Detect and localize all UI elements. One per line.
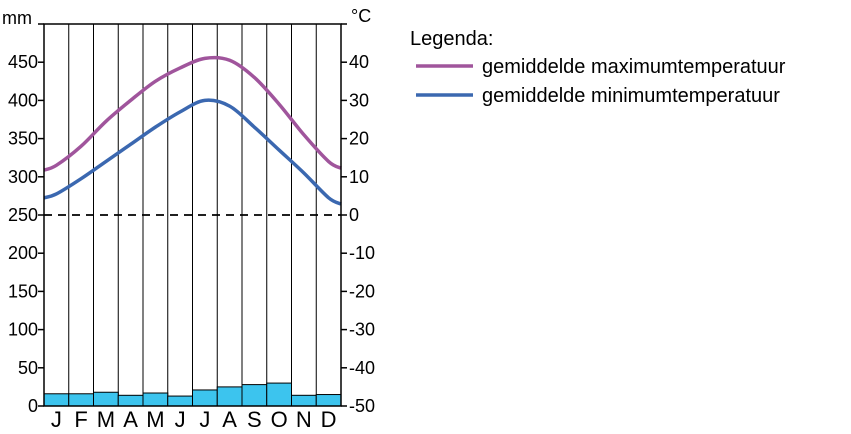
precipitation-bar	[192, 389, 218, 407]
month-label: M	[146, 407, 164, 432]
month-label: J	[199, 407, 210, 432]
series-line-maximum-temperature	[43, 55, 342, 172]
month-label: D	[321, 407, 337, 432]
precipitation-axis: 0 50 100 150 200 250 300 350 400 450	[8, 23, 44, 416]
precipitation-tick-label: 150	[8, 281, 38, 301]
precipitation-bar	[315, 394, 342, 407]
precipitation-axis-unit: mm	[2, 8, 32, 28]
month-label: O	[271, 407, 288, 432]
temperature-tick-label: -50	[349, 396, 375, 416]
temperature-tick-label: 0	[349, 205, 359, 225]
legend-label-maximum-temperature: gemiddelde maximumtemperatuur	[482, 56, 786, 78]
precipitation-bars	[43, 382, 342, 407]
month-label: S	[247, 407, 262, 432]
precipitation-tick-label: 400	[8, 90, 38, 110]
precipitation-tick-label: 50	[18, 358, 38, 378]
month-label: M	[97, 407, 115, 432]
precipitation-bar	[68, 393, 94, 407]
precipitation-bar	[93, 391, 119, 407]
month-label: A	[222, 407, 237, 432]
month-label: A	[123, 407, 138, 432]
temperature-tick-label: 40	[349, 52, 369, 72]
precipitation-bar	[117, 394, 144, 407]
precipitation-tick-label: 0	[28, 396, 38, 416]
temperature-tick-label: -10	[349, 243, 375, 263]
precipitation-bar	[291, 394, 317, 407]
precipitation-bar	[266, 382, 292, 407]
temperature-tick-label: -40	[349, 358, 375, 378]
precipitation-bar	[216, 386, 243, 407]
precipitation-bar	[167, 395, 193, 407]
precipitation-bar	[43, 393, 70, 407]
precipitation-tick-label: 450	[8, 52, 38, 72]
temperature-tick-label: 30	[349, 90, 369, 110]
precipitation-tick-label: 300	[8, 167, 38, 187]
temperature-tick-label: -30	[349, 320, 375, 340]
month-label: F	[74, 407, 87, 432]
month-label: N	[296, 407, 312, 432]
precipitation-bar	[142, 392, 169, 407]
temperature-tick-label: 20	[349, 129, 369, 149]
temperature-axis: -50 -40 -30 -20 -10 0 10 20 30 40	[341, 23, 375, 416]
legend: Legenda: gemiddelde maximumtemperatuur g…	[410, 28, 786, 107]
precipitation-bar	[241, 384, 268, 407]
series-line-minimum-temperature	[43, 98, 342, 206]
legend-title: Legenda:	[410, 28, 493, 50]
month-label: J	[175, 407, 186, 432]
temperature-tick-label: 10	[349, 167, 369, 187]
legend-label-minimum-temperature: gemiddelde minimumtemperatuur	[482, 85, 780, 107]
temperature-tick-label: -20	[349, 281, 375, 301]
grid	[68, 24, 317, 406]
precipitation-tick-label: 200	[8, 243, 38, 263]
precipitation-tick-label: 100	[8, 320, 38, 340]
precipitation-tick-label: 350	[8, 129, 38, 149]
month-label: J	[51, 407, 62, 432]
temperature-axis-unit: °C	[351, 6, 371, 26]
precipitation-tick-label: 250	[8, 205, 38, 225]
